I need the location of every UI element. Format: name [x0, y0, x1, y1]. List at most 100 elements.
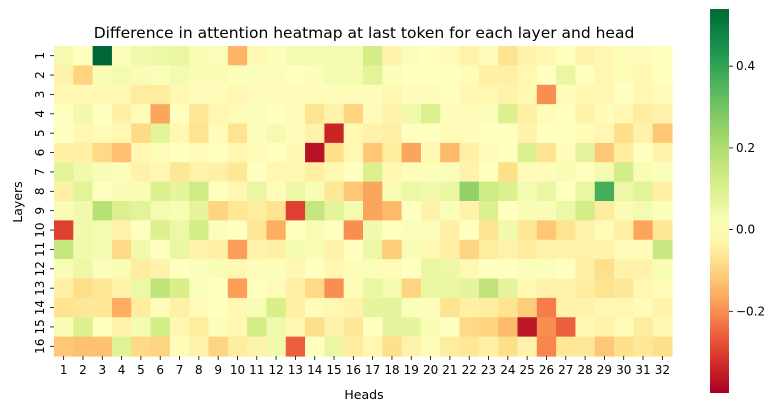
heatmap-cell: [440, 336, 461, 357]
heatmap-cell: [556, 278, 577, 299]
heatmap-cell: [382, 297, 403, 318]
heatmap-cell: [517, 84, 538, 105]
heatmap-cell: [556, 104, 577, 125]
heatmap-cell: [266, 162, 287, 183]
heatmap-cell: [343, 259, 364, 280]
heatmap-cell: [401, 317, 422, 338]
heatmap-cell: [247, 336, 268, 357]
heatmap-cell: [247, 162, 268, 183]
heatmap-cell: [517, 46, 538, 66]
heatmap-cell: [208, 220, 229, 241]
x-tick-label: 8: [195, 363, 203, 377]
x-tick-label: 19: [404, 363, 419, 377]
heatmap-cell: [459, 181, 480, 202]
heatmap-cell: [536, 181, 557, 202]
heatmap-cell: [652, 162, 673, 183]
heatmap-cell: [633, 46, 654, 66]
heatmap-cell: [111, 123, 132, 144]
heatmap-cell: [208, 65, 229, 86]
heatmap-cell: [575, 142, 596, 163]
heatmap-cell: [150, 142, 171, 163]
chart-title: Difference in attention heatmap at last …: [94, 24, 635, 42]
heatmap-cell: [247, 142, 268, 163]
heatmap-cell: [556, 162, 577, 183]
heatmap-cell: [111, 162, 132, 183]
heatmap-cell: [169, 162, 190, 183]
heatmap-cell: [285, 84, 306, 105]
heatmap-cell: [169, 278, 190, 299]
heatmap-cell: [536, 46, 557, 66]
heatmap-cell: [420, 239, 441, 260]
heatmap-cell: [266, 220, 287, 241]
heatmap-cell: [517, 297, 538, 318]
heatmap-cell: [498, 46, 519, 66]
heatmap-cell: [227, 239, 248, 260]
heatmap-cell: [478, 65, 499, 86]
heatmap-cell: [169, 142, 190, 163]
heatmap-cell: [401, 259, 422, 280]
heatmap-cell: [92, 162, 113, 183]
heatmap-cell: [131, 239, 152, 260]
heatmap-cell: [363, 142, 383, 163]
heatmap-cell: [440, 181, 461, 202]
heatmap-cell: [150, 123, 171, 144]
heatmap-cell: [575, 46, 596, 66]
heatmap-cell: [633, 278, 654, 299]
heatmap-cell: [420, 104, 441, 125]
x-tick-label: 4: [118, 363, 126, 377]
heatmap-cell: [111, 259, 132, 280]
y-tick-label: 15: [33, 319, 47, 334]
heatmap-cell: [614, 336, 634, 357]
heatmap-cell: [324, 239, 345, 260]
heatmap-cell: [247, 46, 268, 66]
heatmap-cell: [92, 317, 113, 338]
heatmap-cell: [189, 201, 210, 221]
heatmap-cell: [208, 142, 229, 163]
heatmap-cell: [633, 220, 654, 241]
heatmap-cell: [633, 104, 654, 125]
heatmap-cell: [54, 65, 74, 86]
heatmap-cell: [363, 162, 383, 183]
heatmap-cell: [420, 201, 441, 221]
x-tick-label: 16: [346, 363, 361, 377]
heatmap-cell: [459, 46, 480, 66]
heatmap-cell: [169, 239, 190, 260]
heatmap-cell: [575, 162, 596, 183]
heatmap-cell: [285, 181, 306, 202]
heatmap-cell: [652, 65, 673, 86]
heatmap-cell: [92, 201, 113, 221]
heatmap-cell: [652, 297, 673, 318]
heatmap-cell: [266, 123, 287, 144]
heatmap-cell: [54, 220, 74, 241]
x-tick-label: 22: [462, 363, 477, 377]
heatmap-cell: [478, 162, 499, 183]
y-tick-label: 10: [33, 222, 47, 237]
x-axis-ticks: 1 2 3 4 5 6 7 8 9 10 11 12 13 14 15 16 17 18 19 20 21 22 23 24 2…: [60, 356, 670, 377]
heatmap-cell: [305, 201, 325, 221]
heatmap-cell: [111, 46, 132, 66]
heatmap-cell: [459, 259, 480, 280]
y-tick-label: 6: [33, 149, 47, 157]
heatmap-cell: [169, 220, 190, 241]
heatmap-cell: [401, 220, 422, 241]
heatmap-cell: [594, 239, 615, 260]
heatmap-cell: [382, 259, 403, 280]
heatmap-cell: [92, 259, 113, 280]
colorbar-tick-label: −0.2: [736, 304, 765, 318]
heatmap-cell: [285, 104, 306, 125]
heatmap-cell: [189, 278, 210, 299]
heatmap-cell: [131, 181, 152, 202]
heatmap-cell: [150, 84, 171, 105]
heatmap-cell: [478, 239, 499, 260]
heatmap-cell: [440, 46, 461, 66]
heatmap-cell: [440, 123, 461, 144]
heatmap-cell: [324, 123, 345, 144]
heatmap-cell: [111, 317, 132, 338]
heatmap-cell: [401, 181, 422, 202]
y-tick-label: 8: [33, 187, 47, 195]
heatmap-cell: [73, 162, 94, 183]
heatmap-cell: [150, 297, 171, 318]
x-tick-label: 18: [384, 363, 399, 377]
heatmap-cell: [266, 104, 287, 125]
